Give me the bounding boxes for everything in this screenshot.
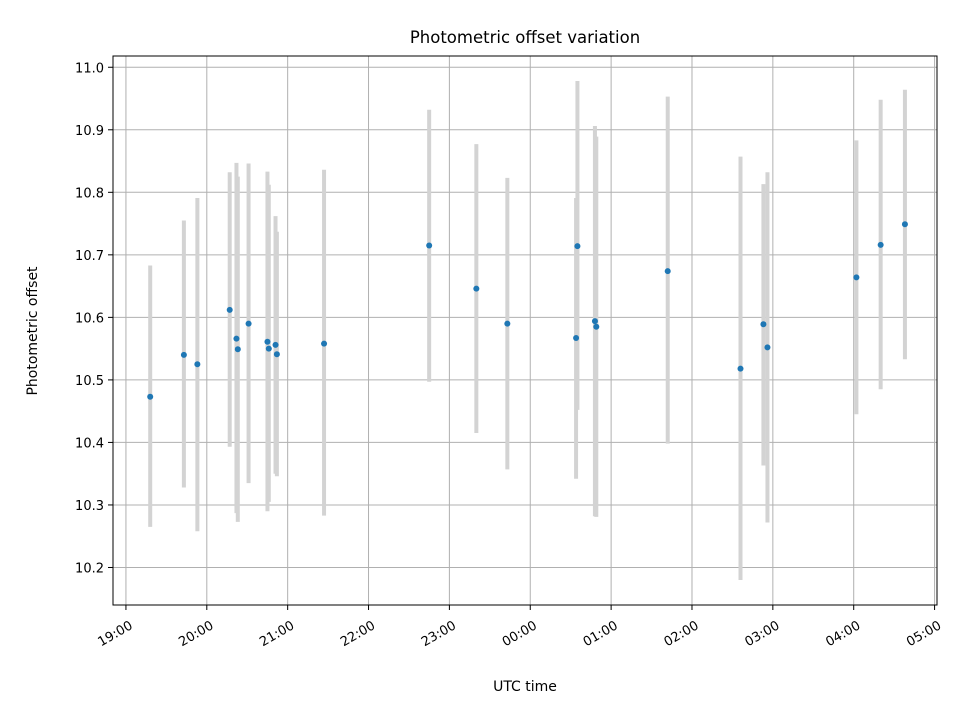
data-point bbox=[591, 318, 598, 325]
data-point bbox=[180, 351, 187, 358]
data-point bbox=[853, 274, 860, 281]
data-point bbox=[226, 306, 233, 313]
data-point bbox=[426, 242, 433, 249]
y-tick-label: 10.2 bbox=[75, 561, 104, 576]
data-point bbox=[573, 335, 580, 342]
data-point bbox=[764, 344, 771, 351]
data-point bbox=[901, 221, 908, 228]
data-point bbox=[233, 335, 240, 342]
y-tick-label: 10.3 bbox=[75, 499, 104, 514]
data-point bbox=[272, 341, 279, 348]
data-point bbox=[664, 268, 671, 275]
y-tick-label: 10.7 bbox=[75, 249, 104, 264]
data-point bbox=[147, 393, 154, 400]
plot-frame bbox=[112, 55, 938, 606]
data-point bbox=[877, 241, 884, 248]
data-points bbox=[147, 221, 908, 400]
y-tick-label: 10.5 bbox=[75, 374, 104, 389]
data-point bbox=[265, 345, 272, 352]
y-tick-label: 10.6 bbox=[75, 311, 104, 326]
chart-title: Photometric offset variation bbox=[410, 28, 640, 47]
grid bbox=[113, 56, 937, 605]
x-axis-label: UTC time bbox=[493, 679, 557, 695]
y-axis-label: Photometric offset bbox=[25, 266, 41, 396]
data-point bbox=[737, 365, 744, 372]
data-point bbox=[264, 338, 271, 345]
data-point bbox=[574, 243, 581, 250]
y-tick-label: 10.9 bbox=[75, 124, 104, 139]
data-point bbox=[760, 321, 767, 328]
y-axis: 10.2 10.3 10.4 10.5 10.6 10.7 10.8 10.9 11.0 bbox=[75, 61, 113, 576]
data-point bbox=[194, 361, 201, 368]
y-tick-label: 11.0 bbox=[75, 61, 104, 76]
y-tick-label: 10.4 bbox=[75, 436, 104, 451]
data-point bbox=[273, 351, 280, 358]
data-point bbox=[504, 320, 511, 327]
data-point bbox=[245, 320, 252, 327]
data-point bbox=[321, 340, 328, 347]
y-tick-label: 10.8 bbox=[75, 186, 104, 201]
data-point bbox=[473, 285, 480, 292]
data-point bbox=[593, 323, 600, 330]
data-point bbox=[234, 346, 241, 353]
